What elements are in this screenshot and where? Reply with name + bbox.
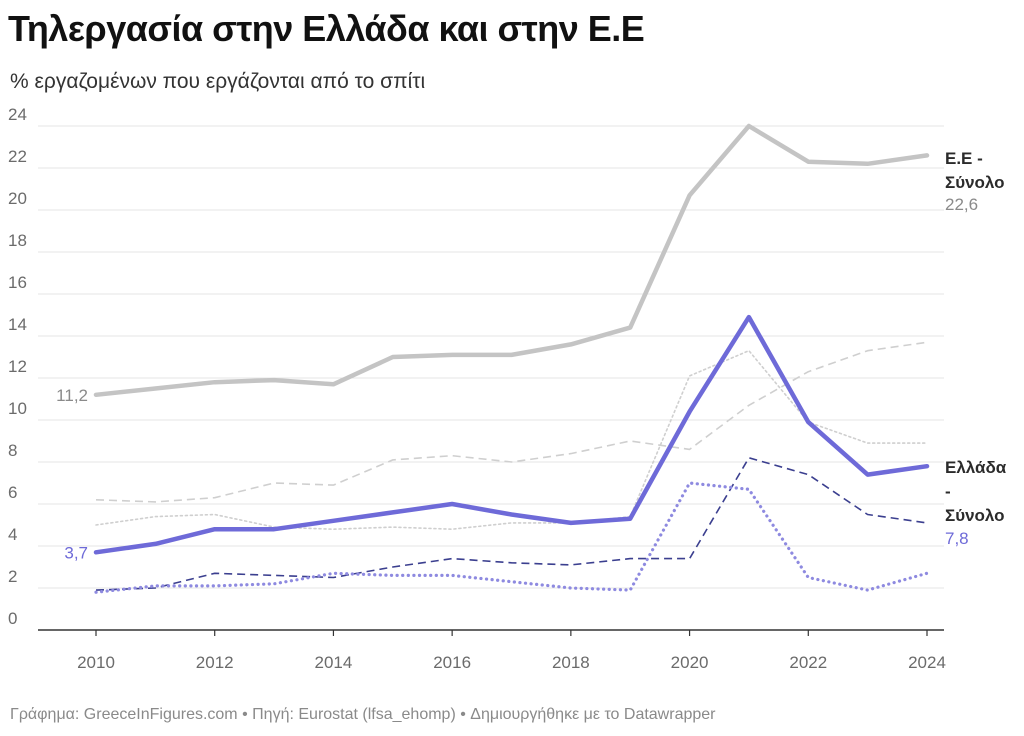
y-tick-label: 0	[8, 609, 17, 628]
x-tick-label: 2012	[196, 653, 234, 672]
eu-series-label: Σύνολο	[945, 173, 1005, 192]
y-tick-label: 4	[8, 525, 17, 544]
x-tick-label: 2014	[315, 653, 353, 672]
eu-start-value-label: 11,2	[56, 386, 88, 405]
y-tick-label: 24	[8, 105, 27, 124]
y-tick-label: 2	[8, 567, 17, 586]
greece-start-value-label: 3,7	[64, 543, 88, 562]
series-labels: 11,2 Ε.Ε - Σύνολο 22,6 3,7 Ελλάδα - Σύνολο 7,8	[56, 149, 1007, 562]
gridlines	[38, 125, 944, 631]
eu-series-label: Ε.Ε -	[945, 149, 983, 168]
series-line-5	[94, 481, 929, 594]
series-lines	[93, 123, 930, 594]
greece-series-label: Σύνολο	[945, 506, 1005, 525]
y-tick-label: 18	[8, 231, 27, 250]
y-tick-label: 8	[8, 441, 17, 460]
x-tick-label: 2024	[908, 653, 946, 672]
x-axis-ticks: 2010 2012 2014 2016 2018 2020 2022 2024	[77, 630, 946, 672]
x-tick-label: 2022	[789, 653, 827, 672]
eu-end-value-label: 22,6	[945, 195, 978, 214]
y-tick-label: 14	[8, 315, 27, 334]
x-tick-label: 2020	[671, 653, 709, 672]
y-tick-label: 16	[8, 273, 27, 292]
y-tick-label: 22	[8, 147, 27, 166]
chart-title: Τηλεργασία στην Ελλάδα και στην Ε.Ε	[8, 8, 645, 49]
series-line-2	[95, 341, 928, 503]
chart-subtitle: % εργαζομένων που εργάζονται από το σπίτ…	[10, 70, 426, 93]
series-line-4	[95, 456, 928, 591]
greece-series-label: Ελλάδα	[945, 458, 1007, 477]
x-tick-label: 2018	[552, 653, 590, 672]
y-tick-label: 10	[8, 399, 27, 418]
x-tick-label: 2010	[77, 653, 115, 672]
greece-series-label: -	[945, 482, 951, 501]
greece-end-value-label: 7,8	[945, 529, 969, 548]
x-tick-label: 2016	[433, 653, 471, 672]
y-tick-label: 20	[8, 189, 27, 208]
series-line-3	[95, 349, 928, 531]
y-tick-label: 6	[8, 483, 17, 502]
series-line-0	[93, 123, 930, 398]
chart-source-footer: Γράφημα: GreeceInFigures.com • Πηγή: Eur…	[10, 706, 716, 723]
y-tick-label: 12	[8, 357, 27, 376]
series-line-1	[93, 314, 930, 555]
